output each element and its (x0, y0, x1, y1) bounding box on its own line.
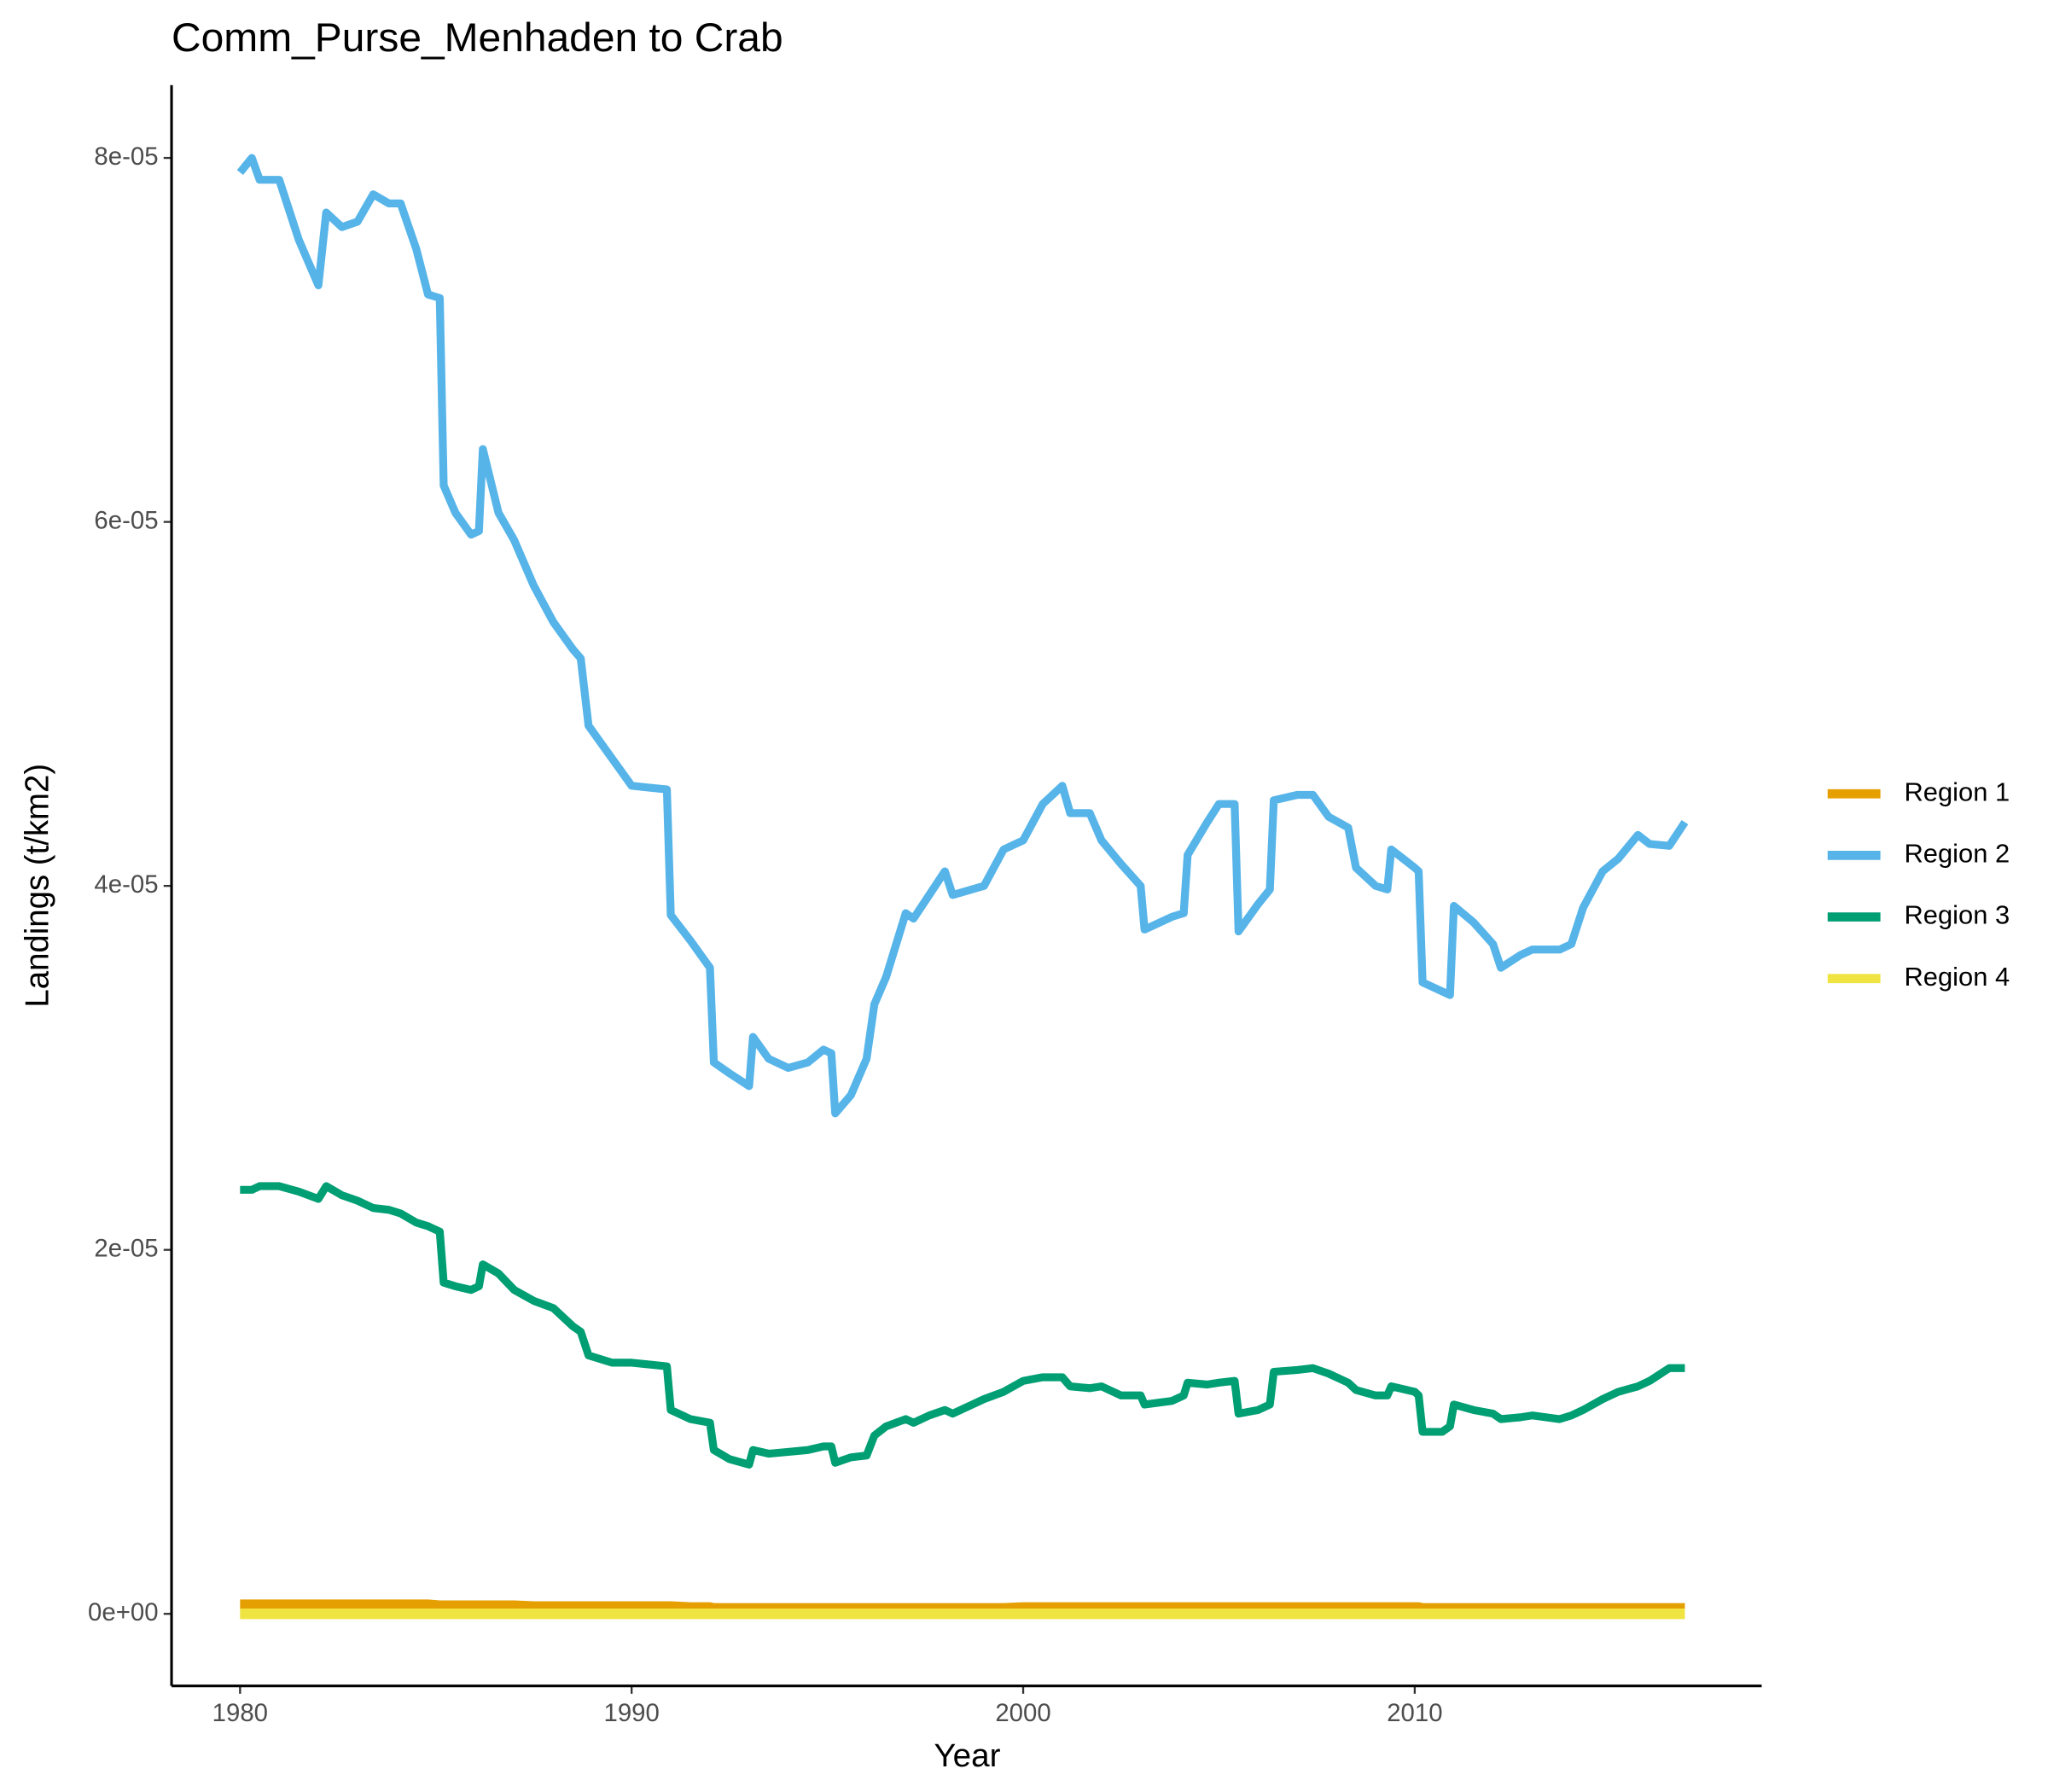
legend-label: Region 1 (1904, 777, 2010, 806)
y-tick-label: 8e-05 (94, 143, 158, 171)
x-tick-label: 1990 (604, 1700, 660, 1727)
y-tick-label: 0e+00 (88, 1599, 159, 1626)
y-tick-label: 4e-05 (94, 871, 158, 899)
legend-label: Region 2 (1904, 839, 2010, 869)
x-tick-label: 2010 (1387, 1700, 1442, 1727)
legend-label: Region 4 (1904, 962, 2010, 992)
y-axis-label: Landings (t/km2) (19, 764, 55, 1008)
x-axis-label: Year (934, 1737, 1000, 1774)
y-tick-label: 2e-05 (94, 1235, 158, 1262)
x-tick-label: 1980 (212, 1700, 268, 1727)
series-line (236, 154, 1689, 1118)
y-tick-label: 6e-05 (94, 507, 158, 534)
x-tick-label: 2000 (995, 1700, 1050, 1727)
chart-title: Comm_Purse_Menhaden to Crab (172, 15, 783, 61)
series-line (240, 1182, 1685, 1469)
legend-label: Region 3 (1904, 900, 2010, 930)
series-line (240, 1599, 1685, 1614)
